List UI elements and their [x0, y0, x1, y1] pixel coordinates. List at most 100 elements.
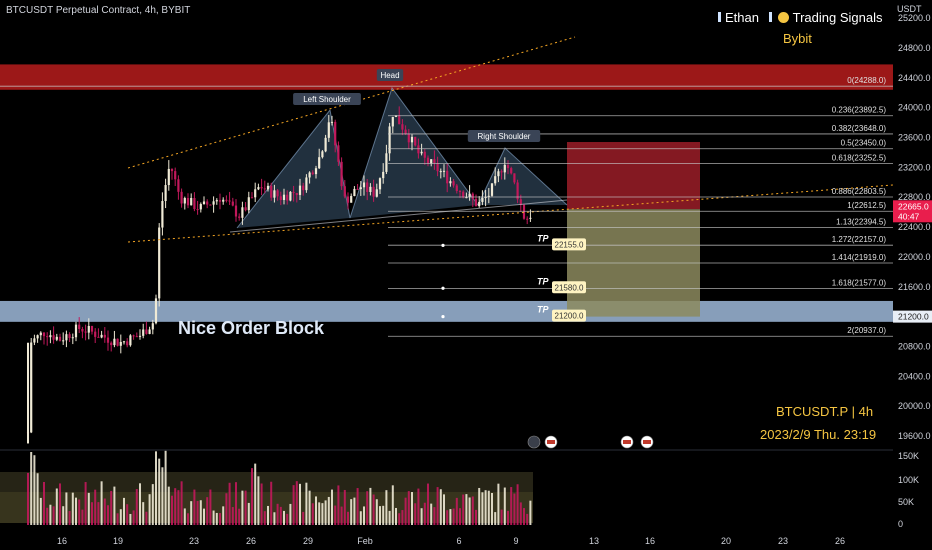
volume-bar	[97, 502, 100, 525]
supply-zone	[0, 64, 893, 90]
candle-body	[292, 191, 295, 193]
volume-bar	[388, 510, 391, 525]
candle-body	[263, 188, 266, 190]
y-tick-label: 22000.0	[898, 252, 931, 262]
candle-body	[167, 168, 170, 186]
volume-bar	[350, 499, 353, 525]
volume-bar	[75, 497, 77, 525]
volume-bar	[222, 506, 225, 525]
volume-bar	[308, 490, 311, 525]
volume-bar	[36, 473, 39, 525]
volume-bar	[340, 506, 343, 525]
candle-body	[129, 335, 132, 346]
order-block-price-tag	[893, 310, 932, 323]
volume-bar	[430, 503, 433, 525]
volume-bar	[209, 489, 212, 525]
volume-bar	[139, 483, 141, 525]
y-tick-label: 22800.0	[898, 192, 931, 202]
candle-body	[228, 200, 231, 202]
candle-body	[49, 335, 52, 338]
candle-body	[388, 126, 391, 154]
volume-bar	[331, 489, 333, 525]
y-tick-label: 25200.0	[898, 13, 931, 23]
volume-bar	[206, 497, 209, 525]
y-tick-label: 22400.0	[898, 222, 931, 232]
candle-body	[436, 163, 439, 172]
head-label: Head	[380, 71, 399, 80]
head-label-bg	[376, 69, 404, 81]
candle-body	[468, 193, 471, 198]
candle-body	[314, 168, 318, 175]
candle-body	[359, 187, 362, 190]
y-tick-label: 24000.0	[898, 103, 931, 113]
volume-bar	[475, 509, 477, 525]
candle-body	[455, 185, 458, 191]
volume-bar	[478, 487, 481, 525]
volume-bar	[158, 458, 161, 525]
volume-bar	[203, 508, 205, 525]
candle-body	[126, 341, 129, 346]
volume-bar	[289, 503, 292, 525]
volume-bar	[68, 511, 71, 525]
volume-bar	[87, 492, 90, 525]
candle-body	[202, 201, 206, 205]
fib-label: 0.618(23252.5)	[832, 153, 887, 162]
volume-bar	[43, 481, 45, 525]
candle-body	[39, 332, 42, 336]
volume-bar	[142, 502, 145, 525]
y-tick-label: 20800.0	[898, 341, 931, 351]
candle-body	[478, 201, 481, 207]
candle-body	[33, 338, 36, 343]
candle-body	[183, 198, 186, 204]
volume-bar	[100, 481, 103, 525]
candle-body	[375, 189, 378, 197]
volume-bar	[148, 494, 151, 525]
volume-bar	[398, 513, 401, 525]
right-shoulder-label-bg	[467, 130, 541, 142]
volume-bar	[449, 509, 452, 525]
volume-bar	[199, 500, 202, 525]
fib-label: 0.236(23892.5)	[832, 106, 887, 115]
fib-label: 0.886(22803.5)	[832, 187, 887, 196]
volume-bar	[94, 489, 97, 525]
volume-bar	[436, 487, 439, 525]
candle-body	[487, 195, 490, 197]
currency-label: USDT	[897, 4, 922, 14]
volume-tick: 50K	[898, 497, 914, 507]
volume-bar	[379, 506, 381, 525]
candle-body	[522, 204, 526, 219]
volume-bar	[507, 510, 509, 525]
volume-bar	[116, 513, 119, 525]
candle-body	[154, 298, 158, 324]
fib-label: 1.272(22157.0)	[832, 235, 887, 244]
volume-bar	[347, 511, 349, 525]
volume-bar	[465, 494, 468, 525]
volume-bar	[235, 482, 237, 525]
volume-bar	[283, 510, 285, 525]
volume-bar	[110, 490, 113, 525]
candle-body	[318, 157, 321, 169]
target-badge	[552, 281, 586, 294]
candle-body	[151, 323, 154, 330]
last-price-tag	[893, 200, 932, 223]
volume-bar	[455, 497, 458, 525]
fib-label: 0.382(23648.0)	[832, 124, 887, 133]
hs-outline	[236, 86, 568, 229]
y-tick-label: 23200.0	[898, 162, 931, 172]
order-block-zone	[0, 300, 893, 322]
volume-bar	[225, 493, 228, 525]
candle-body	[462, 191, 465, 198]
candle-body	[433, 159, 436, 164]
volume-bar	[267, 505, 269, 525]
target-price: 22155.0	[555, 240, 584, 249]
x-tick-label: 13	[589, 536, 599, 546]
volume-bar	[427, 483, 429, 525]
volume-bar	[59, 483, 61, 525]
candle-body	[340, 161, 343, 187]
candle-body	[289, 191, 292, 201]
volume-bar	[135, 489, 138, 525]
candle-body	[394, 115, 398, 117]
volume-bar	[305, 482, 308, 525]
volume-bar	[196, 500, 199, 525]
